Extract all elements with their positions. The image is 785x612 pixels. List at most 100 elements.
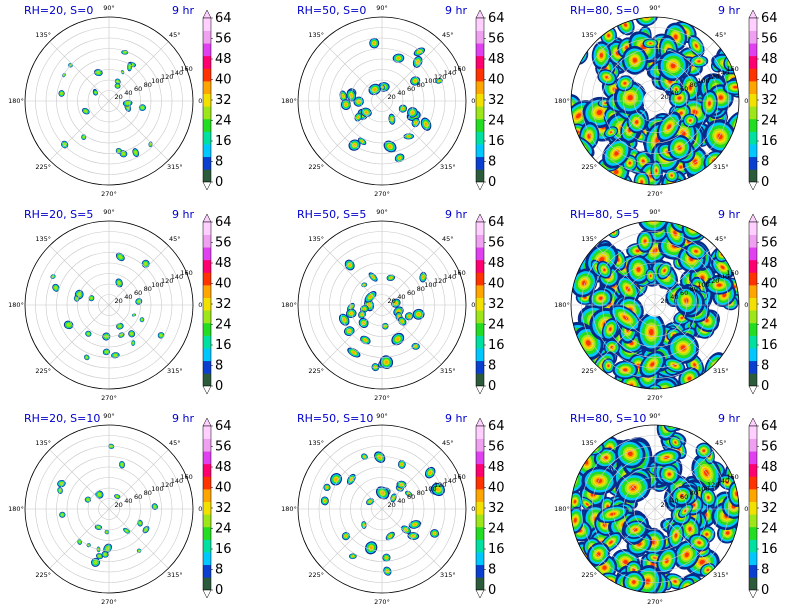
panel-time-label: 9 hr <box>718 412 740 425</box>
angle-tick-label: 270° <box>374 598 390 606</box>
radial-tick-label: 80 <box>144 81 152 89</box>
colorbar-tick-label: 24 <box>215 522 232 537</box>
colorbar-segment <box>203 118 211 132</box>
colorbar-segment <box>476 526 484 540</box>
polar-frame <box>24 16 194 186</box>
rain-cell <box>571 477 574 482</box>
rain-cell <box>607 364 610 368</box>
radial-tick-label: 20 <box>661 501 669 509</box>
rain-cell <box>123 51 127 54</box>
rain-cell <box>624 23 627 27</box>
colorbar-extend-min <box>475 385 485 395</box>
rain-cell <box>733 85 738 89</box>
colorbar-segment <box>203 438 211 452</box>
colorbar-tick-label: 8 <box>488 359 496 374</box>
polar-frame <box>297 220 467 390</box>
colorbar-segment <box>476 297 484 311</box>
rain-cell <box>66 322 71 327</box>
rain-cell <box>97 492 102 497</box>
colorbar-segment <box>476 106 484 120</box>
rain-cell <box>632 58 637 63</box>
colorbar-tick-label: 40 <box>488 481 505 496</box>
rain-cell <box>720 265 725 270</box>
radial-tick-label: 20 <box>115 297 123 305</box>
angle-tick-label: 225° <box>581 367 597 375</box>
polar-frame <box>24 424 194 594</box>
rain-cell <box>363 284 366 286</box>
radial-tick-label: 120 <box>707 277 719 285</box>
rain-cell <box>599 296 603 300</box>
rain-cell <box>672 421 676 424</box>
angular-gridline <box>322 100 383 161</box>
rain-cell <box>357 115 360 119</box>
rain-cell <box>326 486 328 489</box>
colorbar-extend-min <box>202 181 212 191</box>
colorbar-segment <box>749 297 757 311</box>
colorbar-segment <box>203 144 211 158</box>
angle-tick-label: 45° <box>169 235 181 243</box>
radial-tick-label: 160 <box>453 473 465 481</box>
rain-cell <box>694 44 698 48</box>
radial-tick-label: 40 <box>397 497 405 505</box>
colorbar-tick-label: 16 <box>215 338 232 353</box>
colorbar-segment <box>203 234 211 248</box>
rain-cell <box>103 552 107 556</box>
colorbar-segment <box>476 564 484 578</box>
colorbar-segment <box>476 18 484 31</box>
colorbar-segment <box>476 451 484 465</box>
rain-cell <box>54 285 58 290</box>
panel-4: 0° 45° 90° 135° 180° 225° 270° 315° 20 40 60 80 100 1… <box>0 204 262 408</box>
colorbar-segment <box>749 93 757 107</box>
angle-tick-label: 135° <box>308 235 324 243</box>
rain-cell <box>697 60 701 63</box>
colorbar-segment <box>749 30 757 44</box>
radial-tick-label: 120 <box>161 277 173 285</box>
rain-cell <box>643 239 647 244</box>
rain-cell <box>116 84 119 88</box>
angle-tick-label: 0° <box>471 97 478 105</box>
angular-gridline <box>49 304 110 365</box>
rain-cell <box>662 389 668 395</box>
rain-cell <box>344 535 347 538</box>
colorbar-tick-label: 24 <box>761 318 778 333</box>
angle-tick-label: 225° <box>35 571 51 579</box>
radial-tick-label: 20 <box>661 93 669 101</box>
rain-cell <box>408 315 411 318</box>
colorbar-extend-min <box>748 181 758 191</box>
angle-tick-label: 135° <box>581 439 597 447</box>
colorbar-segment <box>476 247 484 261</box>
radial-tick-label: 80 <box>417 81 425 89</box>
panel-title: RH=80, S=0 <box>570 4 640 17</box>
colorbar-tick-label: 40 <box>215 73 232 88</box>
colorbar-segment <box>476 81 484 94</box>
rain-cell <box>417 312 421 316</box>
angle-tick-label: 135° <box>35 31 51 39</box>
rain-cell <box>117 280 121 286</box>
angle-tick-label: 45° <box>715 439 727 447</box>
angular-gridline <box>322 508 383 569</box>
colorbar-tick-label: 0 <box>215 175 223 190</box>
colorbar-segment <box>476 426 484 439</box>
angle-tick-label: 180° <box>554 97 570 105</box>
rain-cell <box>575 51 583 59</box>
rain-cell <box>125 101 130 105</box>
colorbar-segment <box>476 68 484 82</box>
rain-cell <box>384 360 389 364</box>
radial-tick-label: 140 <box>717 273 729 281</box>
angular-gridline <box>654 100 715 161</box>
colorbar-segment <box>476 169 484 183</box>
angle-tick-label: 180° <box>554 301 570 309</box>
rain-cell <box>132 341 135 345</box>
rain-cell <box>86 498 90 502</box>
radial-tick-label: 100 <box>697 281 709 289</box>
panel-time-label: 9 hr <box>172 4 194 17</box>
rain-cell <box>117 149 121 153</box>
colorbar-extend-max <box>202 9 212 19</box>
colorbar-segment <box>476 577 484 591</box>
colorbar-segment <box>203 489 211 502</box>
rain-cell <box>105 531 108 534</box>
angle-tick-label: 315° <box>167 571 183 579</box>
radial-tick-label: 140 <box>717 69 729 77</box>
angular-gridline <box>595 41 656 102</box>
